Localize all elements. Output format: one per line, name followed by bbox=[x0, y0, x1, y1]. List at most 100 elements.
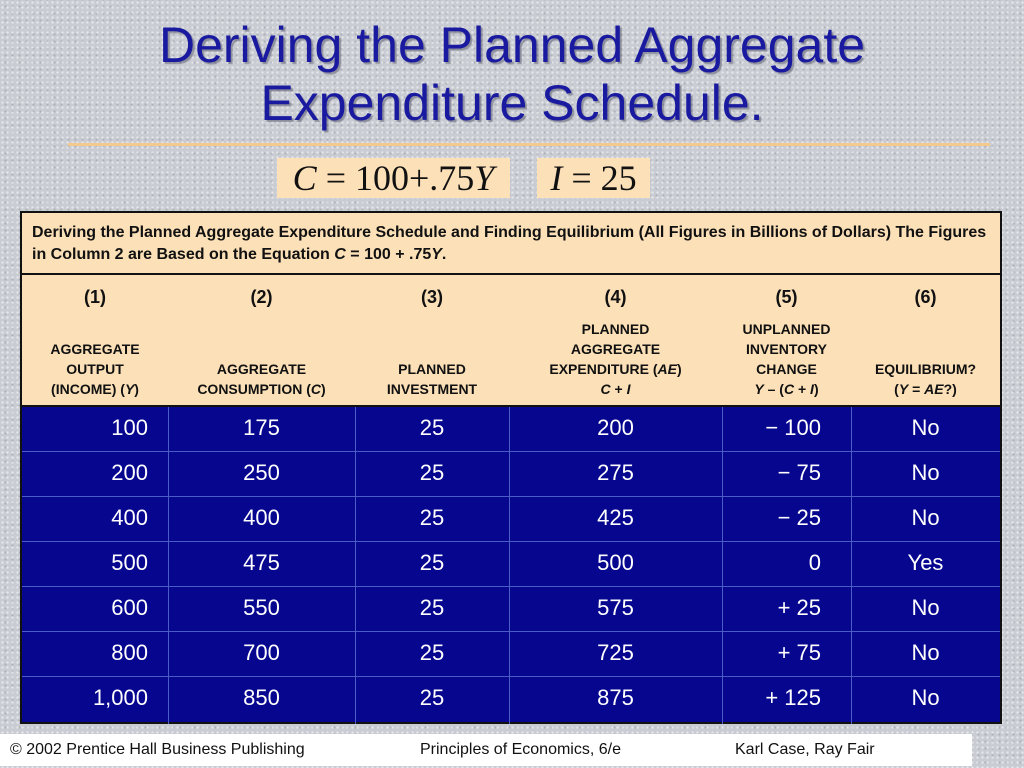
table-cell-col2: 700 bbox=[243, 640, 280, 665]
table-cell-col1: 800 bbox=[111, 640, 148, 665]
table-header-row: (1) AGGREGATE OUTPUT (INCOME) (Y) (2) AGGREGA… bbox=[22, 275, 1000, 405]
column-header-1: (1) AGGREGATE OUTPUT (INCOME) (Y) bbox=[22, 275, 168, 405]
column-number: (6) bbox=[914, 287, 937, 307]
column-label: PLANNED INVESTMENT bbox=[355, 359, 509, 399]
table-cell-col2: 850 bbox=[243, 685, 280, 710]
column-label-line: (INCOME) (Y) bbox=[51, 381, 139, 397]
column-number: (1) bbox=[84, 287, 106, 307]
table-cell-col1: 200 bbox=[111, 460, 148, 485]
column-number: (4) bbox=[604, 287, 627, 307]
table-cell-col1: 400 bbox=[111, 505, 148, 530]
table-cell-col4: 725 bbox=[597, 640, 634, 665]
title-divider bbox=[68, 143, 990, 146]
table-cell-col5: − 25 bbox=[777, 505, 821, 530]
table-cell-col3: 25 bbox=[419, 640, 445, 665]
caption-text-end: . bbox=[441, 246, 447, 263]
table-cell-col1: 600 bbox=[111, 595, 148, 620]
column-label-line: PLANNED bbox=[398, 361, 466, 377]
slide-title-line2: Expenditure Schedule. bbox=[260, 75, 764, 131]
footer-copyright: © 2002 Prentice Hall Business Publishing bbox=[10, 741, 305, 758]
table-cell-col2: 550 bbox=[243, 595, 280, 620]
column-number: (5) bbox=[775, 287, 798, 307]
table-row: 1,000 850 25 875 + 125 No bbox=[22, 677, 1000, 722]
table-cell-col3: 25 bbox=[419, 505, 445, 530]
table-cell-col6: No bbox=[911, 595, 940, 620]
column-label-line: CONSUMPTION (C) bbox=[197, 381, 326, 397]
table-cell-col4: 275 bbox=[597, 460, 634, 485]
column-divider bbox=[851, 407, 852, 724]
caption-var-y: Y bbox=[431, 246, 442, 263]
table-cell-col5: + 25 bbox=[777, 595, 821, 620]
table-cell-col6: No bbox=[911, 640, 940, 665]
equation-c-var: C bbox=[292, 158, 317, 198]
column-number: (2) bbox=[250, 287, 273, 307]
caption-text-1: Deriving the Planned Aggregate Expenditu… bbox=[32, 224, 987, 263]
table-cell-col3: 25 bbox=[419, 685, 445, 710]
column-label: UNPLANNED INVENTORY CHANGE Y – (C + I) bbox=[722, 319, 851, 399]
column-label-line: (Y = AE?) bbox=[894, 381, 957, 397]
table-cell-col5: + 75 bbox=[777, 640, 821, 665]
table-cell-col4: 200 bbox=[597, 415, 634, 440]
column-label-line: CHANGE bbox=[756, 361, 817, 377]
table-cell-col4: 875 bbox=[597, 685, 634, 710]
column-header-6: (6) EQUILIBRIUM? (Y = AE?) bbox=[851, 275, 1000, 405]
equation-c-var2: Y bbox=[474, 158, 495, 198]
column-divider bbox=[509, 407, 510, 724]
column-divider bbox=[722, 407, 723, 724]
table-row: 100 175 25 200 − 100 No bbox=[22, 407, 1000, 452]
table-cell-col2: 250 bbox=[243, 460, 280, 485]
table-caption: Deriving the Planned Aggregate Expenditu… bbox=[22, 213, 1000, 275]
table-cell-col6: No bbox=[911, 505, 940, 530]
table-row: 400 400 25 425 − 25 No bbox=[22, 497, 1000, 542]
column-divider bbox=[355, 407, 356, 724]
column-number: (3) bbox=[421, 287, 443, 307]
table-cell-col6: No bbox=[911, 685, 940, 710]
table-cell-col4: 500 bbox=[597, 550, 634, 575]
table-cell-col1: 500 bbox=[111, 550, 148, 575]
column-label-line: C + I bbox=[600, 381, 631, 397]
table-cell-col2: 475 bbox=[243, 550, 280, 575]
table-body: 100 175 25 200− 100 No 200 250 25 275− 75 No 400 40… bbox=[22, 405, 1000, 724]
table-cell-col1: 100 bbox=[111, 415, 148, 440]
footer-authors: Karl Case, Ray Fair bbox=[735, 741, 875, 758]
column-label-line: AGGREGATE bbox=[50, 341, 140, 357]
table-row: 500 475 25 500 0 Yes bbox=[22, 542, 1000, 587]
column-label: AGGREGATE OUTPUT (INCOME) (Y) bbox=[22, 339, 168, 399]
table-row: 800 700 25 725 + 75 No bbox=[22, 632, 1000, 677]
caption-var-c: C bbox=[334, 246, 346, 263]
table-cell-col2: 175 bbox=[243, 415, 280, 440]
column-label-line: INVESTMENT bbox=[386, 381, 478, 397]
equation-i-rest: = 25 bbox=[562, 158, 637, 198]
column-label-line: OUTPUT bbox=[66, 361, 124, 377]
table-cell-col3: 25 bbox=[419, 415, 445, 440]
column-header-3: (3) PLANNED INVESTMENT bbox=[355, 275, 509, 405]
column-label-line: Y – (C + I) bbox=[754, 381, 819, 397]
table-cell-col5: 0 bbox=[808, 550, 821, 575]
table-row: 200 250 25 275 − 75 No bbox=[22, 452, 1000, 497]
table-cell-col4: 575 bbox=[597, 595, 634, 620]
table-cell-col6: No bbox=[911, 415, 940, 440]
table-cell-col6: No bbox=[911, 460, 940, 485]
column-label: EQUILIBRIUM? (Y = AE?) bbox=[851, 359, 1000, 399]
equation-i-var: I bbox=[550, 158, 563, 198]
column-header-4: (4) PLANNED AGGREGATE EXPENDITURE (AE) C + I bbox=[509, 275, 722, 405]
table-cell-col1: 1,000 bbox=[92, 685, 148, 710]
column-label-line: INVENTORY bbox=[746, 341, 827, 357]
table-cell-col6: Yes bbox=[907, 550, 944, 575]
column-label: PLANNED AGGREGATE EXPENDITURE (AE) C + I bbox=[509, 319, 722, 399]
table-cell-col3: 25 bbox=[419, 595, 445, 620]
table-cell-col5: + 125 bbox=[765, 685, 821, 710]
column-header-5: (5) UNPLANNED INVENTORY CHANGE Y – (C + I) bbox=[722, 275, 851, 405]
slide-title: Deriving the Planned Aggregate Expenditu… bbox=[0, 16, 1024, 132]
table-row: 600 550 25 575 + 25 No bbox=[22, 587, 1000, 632]
consumption-equation: C = 100+.75Y bbox=[277, 158, 510, 198]
column-label-line: EXPENDITURE (AE) bbox=[549, 361, 682, 377]
footer-book: Principles of Economics, 6/e bbox=[420, 741, 621, 758]
column-label-line: UNPLANNED bbox=[742, 321, 831, 337]
column-label: AGGREGATE CONSUMPTION (C) bbox=[168, 359, 355, 399]
table-cell-col2: 400 bbox=[243, 505, 280, 530]
column-label-line: EQUILIBRIUM? bbox=[874, 361, 977, 377]
table-cell-col5: − 75 bbox=[777, 460, 821, 485]
slide-title-line1: Deriving the Planned Aggregate bbox=[158, 17, 866, 73]
table-cell-col5: − 100 bbox=[765, 415, 821, 440]
